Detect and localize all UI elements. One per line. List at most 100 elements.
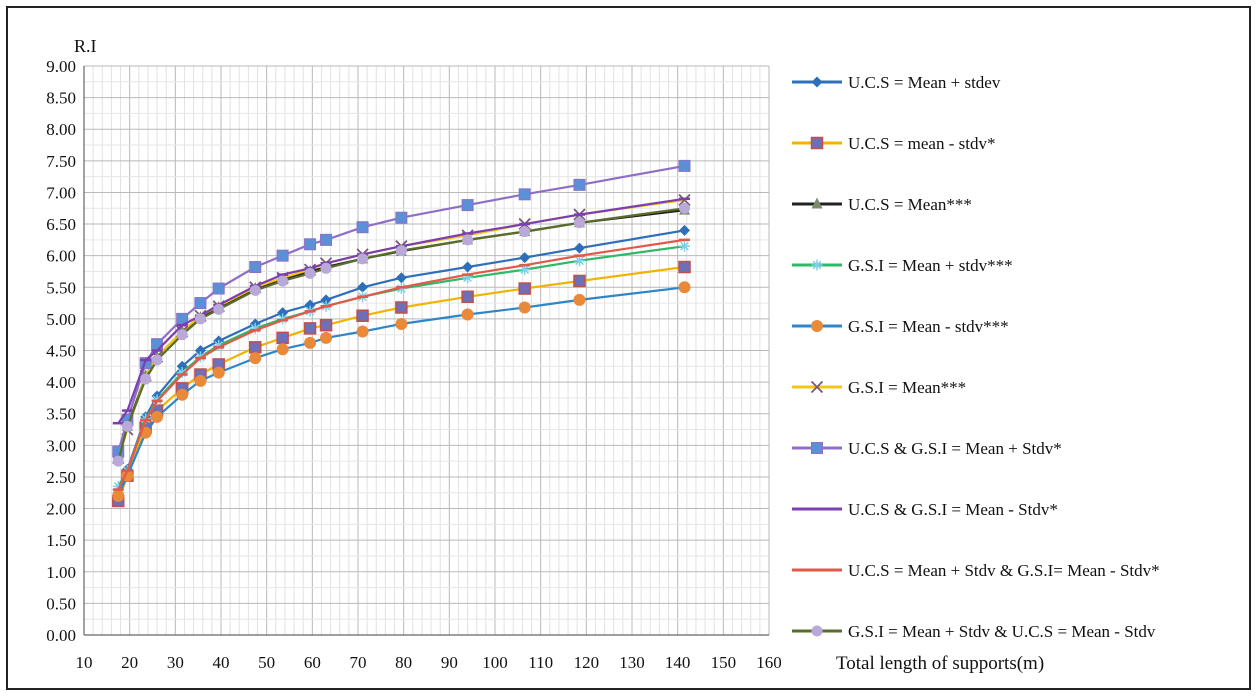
legend-label: U.C.S = Mean*** — [848, 195, 972, 214]
x-tick-label: 80 — [395, 653, 412, 672]
data-point — [518, 282, 531, 295]
data-point — [811, 625, 823, 637]
data-point — [320, 331, 333, 344]
data-point — [395, 301, 408, 314]
data-point — [357, 281, 369, 293]
data-point — [213, 303, 225, 315]
data-point — [679, 224, 691, 236]
data-point — [357, 253, 369, 265]
data-point — [121, 420, 133, 432]
data-point — [320, 262, 332, 274]
data-point — [461, 290, 474, 304]
legend-entry: U.C.S & G.S.I = Mean - Stdv* — [792, 500, 1058, 519]
data-point — [811, 442, 823, 454]
data-point — [811, 320, 823, 332]
legend-label: G.S.I = Mean + Stdv & U.C.S = Mean - Std… — [848, 622, 1156, 641]
x-axis-title: Total length of supports(m) — [836, 653, 1044, 674]
data-point — [462, 272, 474, 284]
data-point — [213, 339, 225, 351]
data-point — [151, 410, 164, 423]
chart-frame: 0.00 0.50 1.00 1.50 2.00 2.50 3.00 3.50 4.00 4.50… — [6, 6, 1251, 690]
y-tick-label: 6.50 — [46, 215, 76, 234]
data-point — [194, 297, 207, 310]
y-tick-label: 4.50 — [46, 342, 76, 361]
data-point — [395, 317, 408, 330]
legend-label: U.C.S & G.S.I = Mean + Stdv* — [848, 439, 1062, 458]
legend-entry: G.S.I = Mean*** — [792, 378, 966, 397]
x-tick-label: 100 — [482, 653, 508, 672]
y-axis-title: R.I — [74, 36, 97, 56]
data-point — [276, 249, 289, 262]
data-point — [811, 76, 823, 88]
legend-label: G.S.I = Mean*** — [848, 378, 966, 397]
data-point — [573, 178, 586, 191]
axes-layer: 0.00 0.50 1.00 1.50 2.00 2.50 3.00 3.50 4.00 4.50… — [46, 57, 782, 672]
data-point — [112, 489, 125, 502]
data-point — [462, 234, 474, 246]
data-point — [194, 313, 206, 325]
data-point — [810, 136, 824, 150]
data-point — [304, 267, 316, 279]
data-point — [573, 217, 585, 229]
legend-label: G.S.I = Mean - stdv*** — [848, 317, 1009, 336]
legend-entry: U.C.S = Mean + Stdv & G.S.I= Mean - Stdv… — [792, 561, 1160, 580]
data-point — [395, 283, 407, 295]
data-point — [395, 272, 407, 284]
legend-entry: G.S.I = Mean + Stdv & U.C.S = Mean - Std… — [792, 622, 1156, 641]
legend-label: G.S.I = Mean + stdv*** — [848, 256, 1013, 275]
y-tick-label: 4.00 — [46, 373, 76, 392]
legend-entry: G.S.I = Mean - stdv*** — [792, 317, 1009, 336]
x-tick-label: 150 — [711, 653, 737, 672]
series-3 — [112, 203, 691, 460]
data-point — [176, 388, 189, 401]
x-tick-label: 40 — [213, 653, 230, 672]
data-point — [395, 245, 407, 257]
data-point — [356, 221, 369, 234]
series-5 — [112, 281, 691, 502]
data-point — [356, 309, 369, 322]
x-tick-label: 110 — [528, 653, 553, 672]
data-point — [519, 264, 531, 276]
data-point — [573, 242, 585, 254]
data-point — [678, 159, 691, 172]
data-point — [811, 259, 823, 271]
data-point — [678, 193, 691, 207]
data-point — [151, 354, 163, 366]
x-tick-label: 70 — [350, 653, 367, 672]
data-point — [277, 313, 289, 325]
legend-label: U.C.S = Mean + Stdv & G.S.I= Mean - Stdv… — [848, 561, 1160, 580]
legend: U.C.S = Mean + stdev U.C.S = mean - stdv*… — [792, 73, 1160, 641]
data-point — [194, 374, 207, 387]
x-tick-label: 130 — [619, 653, 645, 672]
y-tick-label: 9.00 — [46, 57, 76, 76]
data-point — [304, 336, 317, 349]
x-tick-label: 120 — [574, 653, 600, 672]
series-layer — [112, 159, 691, 508]
legend-label: U.C.S & G.S.I = Mean - Stdv* — [848, 500, 1058, 519]
y-tick-label: 7.50 — [46, 152, 76, 171]
data-point — [176, 367, 188, 379]
line-chart: 0.00 0.50 1.00 1.50 2.00 2.50 3.00 3.50 4.00 4.50… — [46, 36, 1160, 674]
data-point — [212, 282, 225, 295]
y-tick-label: 6.00 — [46, 247, 76, 266]
x-tick-label: 60 — [304, 653, 321, 672]
x-tick-label: 50 — [258, 653, 275, 672]
y-tick-label: 1.00 — [46, 563, 76, 582]
y-tick-label: 8.00 — [46, 120, 76, 139]
data-point — [249, 352, 262, 365]
data-point — [140, 373, 152, 385]
data-point — [679, 240, 691, 252]
legend-label: U.C.S = Mean + stdev — [848, 73, 1001, 92]
x-tick-label: 30 — [167, 653, 184, 672]
legend-entry: U.C.S = Mean + stdev — [792, 73, 1001, 92]
data-point — [518, 301, 531, 314]
data-point — [276, 343, 289, 356]
y-tick-label: 3.00 — [46, 436, 76, 455]
data-point — [249, 284, 261, 296]
legend-label: U.C.S = mean - stdv* — [848, 134, 995, 153]
series-10 — [112, 202, 691, 467]
x-tick-label: 20 — [121, 653, 138, 672]
data-point — [176, 329, 188, 341]
x-tick-label: 140 — [665, 653, 691, 672]
series-8 — [112, 197, 691, 425]
